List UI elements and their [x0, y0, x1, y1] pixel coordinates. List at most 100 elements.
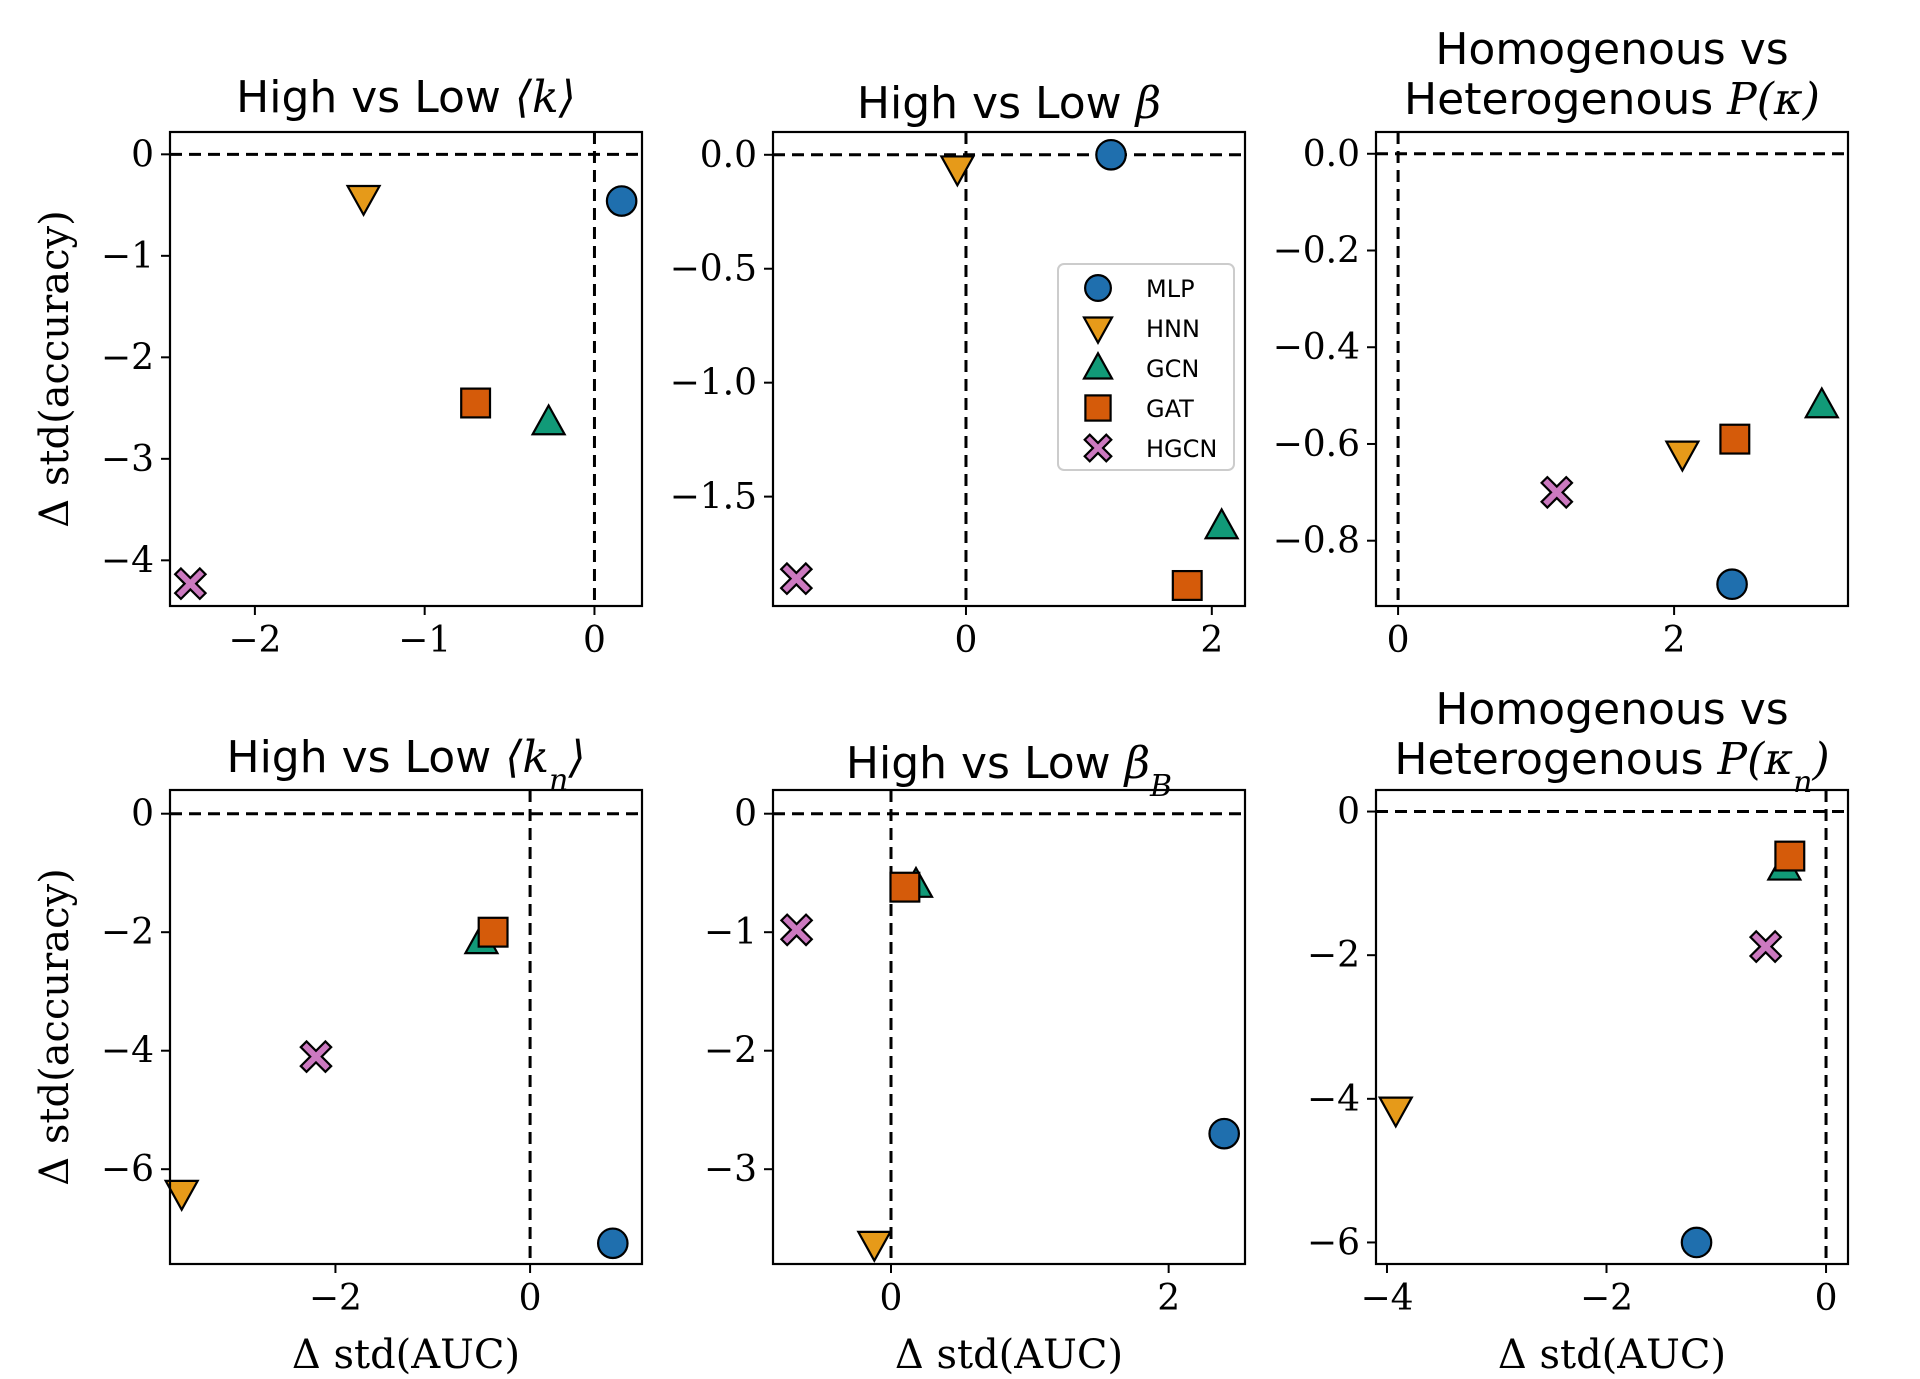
panel-3: 0 2 0.0 −0.2 −0.4 −0.6 −0.8 Homogenous vsHetero…: [1273, 24, 1850, 661]
title-segment: ⟨k: [505, 732, 549, 783]
point-gat: [460, 387, 492, 419]
point-gcn: [1203, 507, 1240, 540]
y-tick-label: 0: [1337, 792, 1360, 833]
legend-label-hgcn: HGCN: [1146, 435, 1217, 463]
point-hnn: [163, 1179, 200, 1212]
point-hnn: [345, 184, 382, 218]
y-tick-label: 0: [131, 794, 154, 835]
point-mlp: [1716, 568, 1748, 601]
x-tick-label: 0: [955, 620, 978, 661]
title-segment: Homogenous vs: [1435, 684, 1788, 735]
panel-4: −2 0 0 −2 −4 −6 High vs Low ⟨kn⟩ Δ std(AUC) Δ st…: [32, 732, 644, 1378]
title-segment: ⟩: [567, 732, 585, 783]
y-tick-label: −4: [101, 1031, 154, 1072]
legend-label-hnn: HNN: [1146, 315, 1200, 343]
plot-frame: [771, 788, 1247, 1266]
x-tick-label: 2: [1157, 1278, 1180, 1319]
plot-frame: [1374, 788, 1850, 1266]
y-tick-label: 0: [734, 794, 757, 835]
title-segment: β: [1123, 738, 1150, 789]
legend-marker-mlp: [1084, 274, 1112, 302]
x-tick-label: 0: [1387, 620, 1410, 661]
title-segment: P(κ): [1726, 74, 1820, 125]
y-tick-label: −4: [101, 540, 154, 581]
legend-marker-gat: [1084, 394, 1112, 422]
point-mlp: [596, 1227, 629, 1260]
title-segment: High vs Low: [226, 732, 505, 783]
point-gat: [1774, 840, 1806, 872]
panel-1: −2 −1 0 0 −1 −2 −3 −4 High vs Low ⟨k⟩ Δ std(accur…: [32, 72, 644, 661]
y-tick-label: 0: [131, 134, 154, 175]
x-tick-label: 2: [1663, 620, 1686, 661]
y-tick-label: 0.0: [1303, 134, 1360, 175]
y-tick-label: −0.4: [1273, 327, 1360, 368]
x-tick-label: −2: [1580, 1278, 1633, 1319]
y-tick-label: −1.0: [670, 363, 757, 404]
plot-frame: [168, 130, 644, 608]
title-segment: P(κ: [1717, 734, 1794, 785]
y-tick-label: −3: [101, 439, 154, 480]
point-hgcn: [779, 561, 814, 596]
x-axis-label: Δ std(AUC): [292, 1332, 520, 1378]
panel-title-line: Heterogenous P(κn): [1394, 734, 1829, 800]
plot-frame: [168, 788, 644, 1266]
point-hnn: [939, 155, 976, 188]
legend-label-gat: GAT: [1146, 395, 1194, 423]
panel-title-line: Heterogenous P(κ): [1404, 74, 1820, 125]
y-tick-label: −0.2: [1273, 231, 1360, 272]
panel-title-line: Homogenous vs: [1435, 24, 1788, 75]
point-hnn: [856, 1230, 893, 1263]
y-tick-label: −0.5: [670, 249, 757, 290]
x-tick-label: −1: [398, 620, 451, 661]
point-gcn: [530, 403, 567, 436]
legend: MLP HNN GCN GAT HGCN: [1057, 263, 1235, 471]
x-tick-label: 0: [880, 1278, 903, 1319]
y-tick-label: −6: [1307, 1222, 1360, 1263]
y-tick-label: −1.5: [670, 477, 757, 518]
title-segment: Heterogenous: [1404, 74, 1727, 125]
y-tick-label: −1: [101, 236, 154, 277]
y-tick-label: −3: [704, 1149, 757, 1190]
x-tick-label: −4: [1360, 1278, 1413, 1319]
point-mlp: [1095, 138, 1127, 171]
point-hgcn: [1748, 929, 1783, 964]
point-gcn: [1803, 386, 1840, 419]
point-hnn: [1377, 1096, 1414, 1129]
x-tick-label: −2: [309, 1278, 362, 1319]
legend-label-mlp: MLP: [1146, 275, 1195, 303]
title-segment: n: [549, 763, 568, 798]
y-tick-label: −6: [101, 1149, 154, 1190]
legend-marker-gcn: [1082, 351, 1114, 380]
y-tick-label: −1: [704, 912, 757, 953]
legend-marker-hgcn: [1083, 433, 1113, 463]
point-hgcn: [779, 913, 814, 947]
panel-2: 0 2 0.0 −0.5 −1.0 −1.5 High vs Low β MLP HNN GCN G…: [670, 78, 1247, 661]
x-tick-label: 0: [1815, 1278, 1838, 1319]
title-segment: β: [1134, 78, 1161, 129]
y-tick-label: 0.0: [700, 135, 757, 176]
x-tick-label: 0: [519, 1278, 542, 1319]
title-segment: High vs Low: [236, 72, 515, 123]
title-segment: n: [1793, 765, 1812, 800]
y-tick-label: −2: [101, 912, 154, 953]
point-gat: [477, 916, 509, 948]
x-tick-label: 2: [1200, 620, 1223, 661]
point-mlp: [1680, 1226, 1713, 1259]
plot-frame: [1374, 130, 1850, 608]
legend-label-gcn: GCN: [1146, 355, 1199, 383]
panel-title-line: High vs Low ⟨kn⟩: [226, 732, 585, 798]
x-tick-label: −2: [228, 620, 281, 661]
x-tick-label: 0: [583, 620, 606, 661]
y-tick-label: −0.6: [1273, 424, 1360, 465]
title-segment: ⟨k⟩: [515, 72, 576, 123]
x-axis-label: Δ std(AUC): [895, 1332, 1123, 1378]
plot-frame: [771, 130, 1247, 608]
y-tick-label: −0.8: [1273, 521, 1360, 562]
point-gat: [1171, 569, 1203, 601]
x-axis-label: Δ std(AUC): [1498, 1332, 1726, 1378]
title-segment: Heterogenous: [1394, 734, 1717, 785]
panel-title-line: High vs Low ⟨k⟩: [236, 72, 576, 123]
point-hgcn: [299, 1039, 333, 1074]
